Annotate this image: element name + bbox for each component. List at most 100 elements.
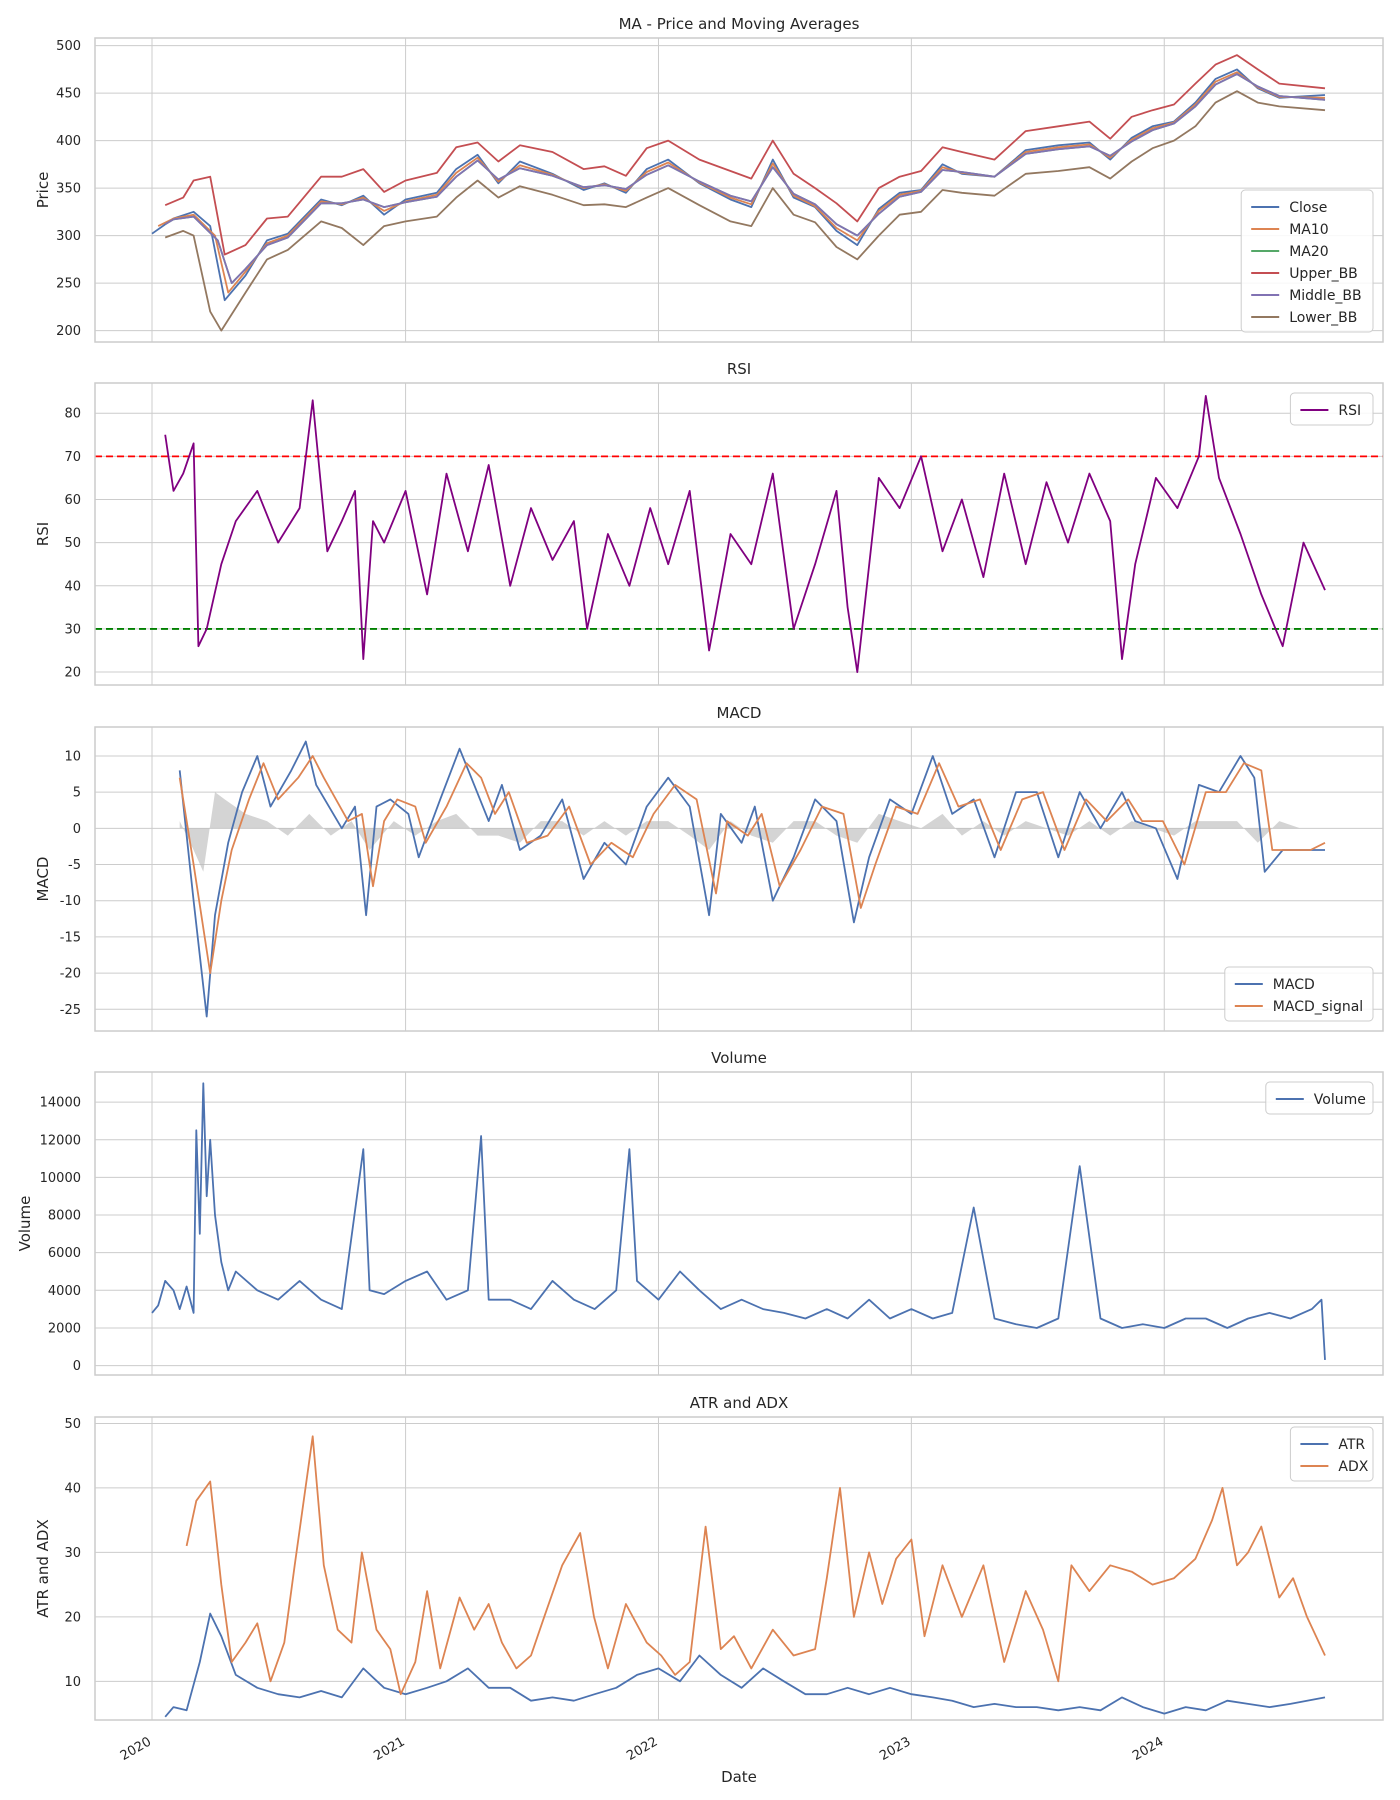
grid [95, 1072, 1383, 1375]
x-tick-label: 2024 [1130, 1734, 1166, 1764]
series-line-atr [164, 1612, 1326, 1718]
series-line-close [151, 68, 1326, 302]
y-tick-label: 350 [56, 182, 81, 197]
grid [95, 383, 1383, 685]
histogram-area [179, 792, 1326, 872]
x-tick-label: 2022 [624, 1734, 660, 1764]
y-tick-label: 50 [64, 536, 81, 551]
y-tick-label: 0 [73, 1359, 81, 1374]
y-tick-label: -20 [60, 967, 81, 982]
y-tick-label: 10 [64, 749, 81, 764]
volume-panel: 0 2000 4000 6000 8000 10000 12000 14000 Volume Vo… [16, 1049, 1384, 1376]
y-tick-label: 8000 [48, 1209, 81, 1224]
y-tick-label: 40 [64, 1481, 81, 1496]
y-tick-label: -10 [60, 894, 81, 909]
legend-label: MA20 [1289, 244, 1328, 260]
y-tick-label: 70 [64, 450, 81, 465]
panel-title: MA - Price and Moving Averages [619, 15, 860, 33]
y-tick-label: -15 [60, 930, 81, 945]
series-line-volume [151, 1082, 1326, 1360]
legend-box [1265, 1081, 1374, 1115]
y-tick-label: 0 [73, 822, 81, 837]
y-tick-label: 4000 [48, 1284, 81, 1299]
legend-label: MACD [1273, 977, 1315, 993]
y-axis-label: ATR and ADX [34, 1519, 52, 1618]
plot-frame [94, 37, 1384, 343]
panel-title: MACD [717, 704, 762, 722]
y-tick-label: 10000 [40, 1171, 81, 1186]
legend: RSI [1289, 392, 1374, 426]
series-line-middle-bb [164, 73, 1326, 285]
legend: MACD MACD_signal [1224, 966, 1374, 1022]
legend-box [1289, 392, 1374, 426]
y-tick-label: 14000 [40, 1096, 81, 1111]
plot-frame [94, 1416, 1384, 1721]
y-axis-label: MACD [34, 857, 52, 902]
y-axis-label: Volume [16, 1196, 34, 1252]
legend-label: ATR [1338, 1437, 1365, 1453]
legend-box [1289, 1426, 1374, 1482]
y-tick-label: 20 [64, 1610, 81, 1625]
macd-panel: -25 -20 -15 -10 -5 0 5 10 MACD MACD MACD MACD_signa… [34, 704, 1384, 1032]
y-axis-label: Price [34, 172, 52, 209]
y-tick-label: -25 [60, 1003, 81, 1018]
y-tick-label: 12000 [40, 1133, 81, 1148]
y-tick-label: 50 [64, 1417, 81, 1432]
panel-title: RSI [727, 360, 751, 378]
y-axis-label: RSI [34, 522, 52, 546]
grid [95, 727, 1383, 1031]
series-line-ma10 [157, 71, 1326, 294]
series-line-adx [185, 1435, 1326, 1696]
legend-label: MA10 [1289, 222, 1328, 238]
series-line-rsi [164, 394, 1326, 673]
legend-label: RSI [1338, 403, 1361, 419]
series-line-ma20 [164, 73, 1326, 285]
grid [95, 1417, 1383, 1720]
legend-label: MACD_signal [1273, 999, 1363, 1015]
price-panel: 200 250 300 350 400 450 500 MA - Price and Movi… [34, 15, 1384, 343]
legend-label: Volume [1314, 1092, 1366, 1108]
series-line-lower-bb [164, 90, 1326, 332]
x-tick-label: 2023 [877, 1734, 913, 1764]
series-line-macd-signal [178, 755, 1326, 974]
y-tick-label: 500 [56, 39, 81, 54]
legend-label: Upper_BB [1289, 266, 1358, 282]
legend-label: Close [1289, 200, 1327, 216]
atr-adx-panel: 10 20 30 40 50 ATR and ADX ATR and ADX ATR ADX [34, 1394, 1384, 1721]
plot-frame [94, 1071, 1384, 1376]
x-axis: Date 2020 2021 2022 2023 2024 [118, 1734, 1166, 1786]
legend-label: ADX [1338, 1459, 1368, 1475]
legend-box [1240, 189, 1374, 333]
y-tick-label: 200 [56, 324, 81, 339]
y-tick-label: 30 [64, 622, 81, 637]
legend-box [1224, 966, 1374, 1022]
y-tick-label: 10 [64, 1675, 81, 1690]
y-tick-label: 400 [56, 134, 81, 149]
y-tick-label: 450 [56, 87, 81, 102]
grid [95, 38, 1383, 342]
y-tick-label: 6000 [48, 1246, 81, 1261]
plot-frame [94, 726, 1384, 1032]
x-tick-label: 2020 [118, 1734, 154, 1764]
plot-frame [94, 382, 1384, 686]
legend-label: Middle_BB [1289, 288, 1361, 304]
y-tick-label: 5 [73, 786, 81, 801]
series-line-macd [178, 740, 1325, 1018]
y-tick-label: 30 [64, 1546, 81, 1561]
series-line-upper-bb [164, 54, 1326, 256]
y-tick-label: 60 [64, 493, 81, 508]
y-tick-label: 250 [56, 277, 81, 292]
legend-label: Lower_BB [1289, 310, 1357, 326]
y-tick-label: 40 [64, 579, 81, 594]
x-axis-label: Date [721, 1768, 757, 1786]
rsi-panel: 20 30 40 50 60 70 80 RSI RSI RSI [34, 360, 1384, 686]
y-tick-label: 80 [64, 407, 81, 422]
legend: ATR ADX [1289, 1426, 1374, 1482]
y-tick-label: 20 [64, 666, 81, 681]
y-tick-label: -5 [68, 858, 81, 873]
y-tick-label: 300 [56, 229, 81, 244]
legend: Close MA10 MA20 Upper_BB Middle_BB Lower_BB [1240, 189, 1374, 333]
y-tick-label: 2000 [48, 1321, 81, 1336]
x-tick-label: 2021 [371, 1734, 407, 1764]
